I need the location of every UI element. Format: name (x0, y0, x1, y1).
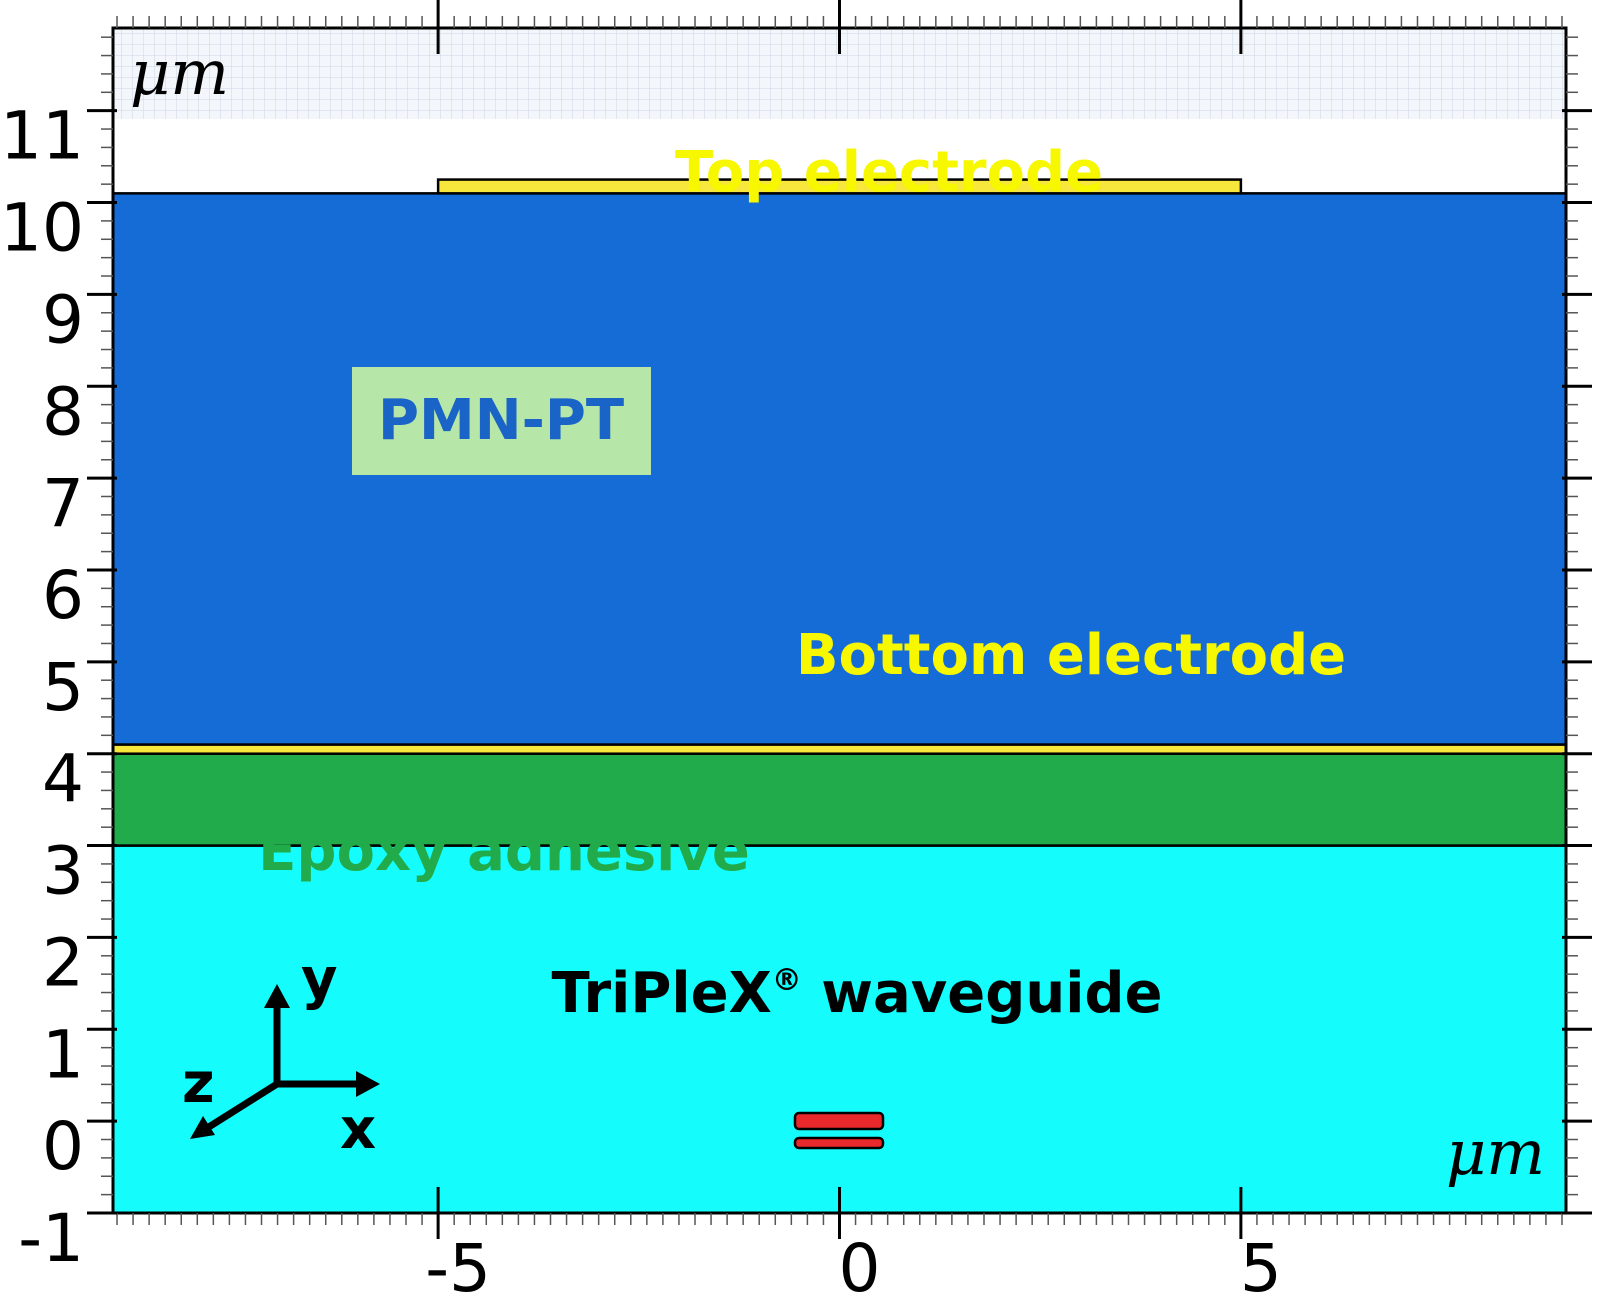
x-tick-label: 0 (839, 1230, 881, 1295)
y-tick-label: 2 (42, 924, 84, 1001)
layer-triplex-waveguide (111, 844, 1568, 1215)
y-tick-label: 1 (42, 1016, 84, 1093)
pmn-pt-label: PMN-PT (378, 388, 624, 453)
y-unit-label: μm (130, 36, 229, 109)
registered-mark: ® (772, 963, 802, 998)
x-tick-label: -5 (425, 1230, 491, 1295)
y-tick-label: 9 (42, 281, 84, 358)
z-axis-letter: z (182, 1051, 215, 1116)
epoxy-adhesive-label: Epoxy adhesive (258, 819, 750, 884)
layer-bottom-electrode (111, 743, 1568, 755)
pmn-pt-label-box (352, 367, 651, 475)
y-tick-label: -1 (18, 1200, 84, 1277)
x-tick-label: 5 (1240, 1230, 1282, 1295)
y-tick-label: 0 (42, 1108, 84, 1185)
y-arrowhead-icon (264, 984, 290, 1008)
waveguide-label-suffix: waveguide (802, 961, 1163, 1026)
y-tick-label: 11 (0, 98, 84, 175)
y-axis-letter: y (301, 947, 338, 1012)
waveguide-core-bottom (793, 1136, 885, 1150)
waveguide-core-top (793, 1111, 885, 1131)
y-tick-label: 4 (42, 741, 84, 818)
top-electrode-label: Top electrode (675, 140, 1103, 205)
y-tick-label: 3 (42, 833, 84, 910)
coordinate-triad (202, 1000, 364, 1133)
waveguide-label-name: TriPleX (552, 961, 772, 1026)
y-tick-label: 8 (42, 373, 84, 450)
y-tick-label: 5 (42, 649, 84, 726)
y-tick-label: 6 (42, 557, 84, 634)
layer-epoxy-adhesive (111, 752, 1568, 847)
waveguide-label: TriPleX® waveguide (552, 961, 1163, 1026)
y-tick-label: 7 (42, 465, 84, 542)
layer-top-electrode (436, 178, 1243, 195)
x-arrowhead-icon (356, 1071, 380, 1097)
bottom-electrode-label: Bottom electrode (796, 623, 1346, 688)
y-tick-label: 10 (0, 190, 84, 267)
x-unit-label: μm (1446, 1116, 1545, 1189)
z-arrowhead-icon (190, 1116, 215, 1139)
z-axis-arrow (202, 1081, 279, 1133)
x-axis-letter: x (340, 1097, 376, 1162)
